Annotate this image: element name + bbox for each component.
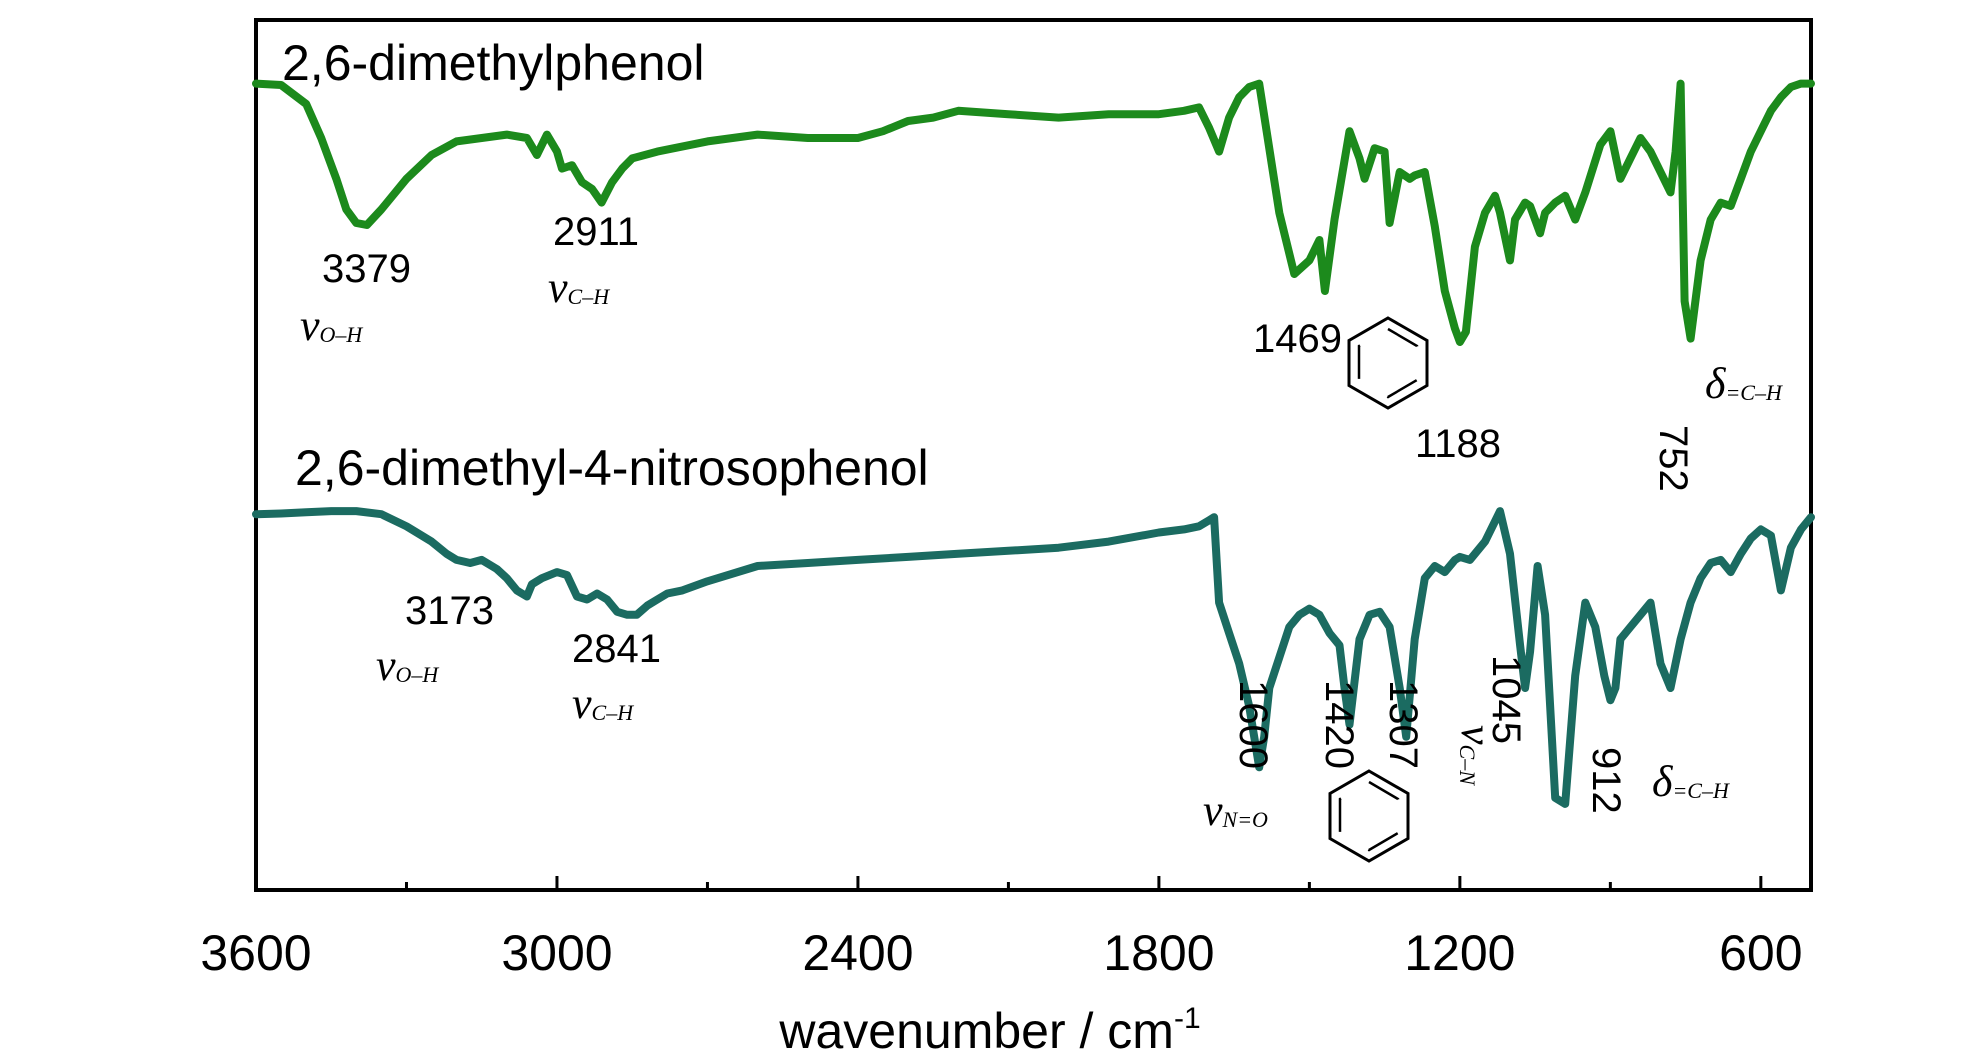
peak-label-1188: 1188 bbox=[1415, 422, 1501, 466]
x-axis-title-sup: -1 bbox=[1174, 1002, 1201, 1035]
mode-label-752: δ=C–H bbox=[1705, 359, 1783, 408]
mode-label-2841: νC–H bbox=[572, 679, 634, 728]
mode-symbol: δ bbox=[1705, 359, 1727, 408]
mode-label-3379: νO–H bbox=[300, 301, 363, 350]
series-label-0: 2,6-dimethylphenol bbox=[282, 35, 705, 91]
x-tick-label: 1200 bbox=[1404, 925, 1515, 981]
peak-label-2841: 2841 bbox=[572, 627, 661, 671]
mode-subscript: O–H bbox=[320, 322, 364, 347]
mode-symbol: ν bbox=[1452, 725, 1501, 745]
mode-label-3173: νO–H bbox=[376, 641, 439, 690]
benzene-ring-icon bbox=[1328, 769, 1410, 863]
peak-label-1600: 1600 bbox=[1231, 680, 1275, 769]
mode-subscript: C–H bbox=[568, 284, 611, 309]
mode-subscript: N=O bbox=[1222, 807, 1269, 832]
series-line-2,6-dimethyl-4-nitrosophenol bbox=[252, 507, 1815, 808]
mode-symbol: ν bbox=[572, 679, 592, 728]
benzene-ring-icon bbox=[1347, 316, 1429, 410]
peak-label-1420: 1420 bbox=[1317, 680, 1361, 769]
mode-label-912: δ=C–H bbox=[1652, 757, 1730, 806]
mode-subscript: =C–H bbox=[1672, 778, 1730, 803]
x-axis-title-text: wavenumber / cm bbox=[778, 1003, 1174, 1059]
mode-symbol: ν bbox=[376, 641, 396, 690]
peak-label-752: 752 bbox=[1651, 425, 1695, 492]
x-axis-ticks: 3600 3000 2400 1800 1200 600 bbox=[200, 876, 1803, 981]
peak-label-3379: 3379 bbox=[322, 247, 411, 291]
peak-label-1469: 1469 bbox=[1253, 317, 1342, 361]
peak-label-2911: 2911 bbox=[553, 210, 639, 254]
x-tick-label: 3000 bbox=[501, 925, 612, 981]
mode-label-2911: νC–H bbox=[548, 263, 610, 312]
x-axis-title: wavenumber / cm-1 bbox=[778, 1002, 1200, 1059]
mode-symbol: ν bbox=[300, 301, 320, 350]
mode-symbol: ν bbox=[548, 263, 568, 312]
mode-subscript: C–H bbox=[592, 700, 635, 725]
peak-label-3173: 3173 bbox=[405, 589, 494, 633]
mode-symbol: ν bbox=[1203, 786, 1223, 835]
mode-label-1600: νN=O bbox=[1203, 786, 1268, 835]
x-tick-label: 1800 bbox=[1103, 925, 1214, 981]
plot-frame bbox=[254, 18, 1813, 892]
series-line-2,6-dimethylphenol bbox=[252, 79, 1815, 346]
x-tick-label: 600 bbox=[1719, 925, 1802, 981]
mode-subscript: C–N bbox=[1455, 745, 1480, 787]
x-tick-label: 3600 bbox=[200, 925, 311, 981]
mode-symbol: δ bbox=[1652, 757, 1674, 806]
mode-subscript: =C–H bbox=[1725, 380, 1783, 405]
peak-label-1045: 1045 bbox=[1484, 655, 1528, 744]
peak-label-912: 912 bbox=[1584, 747, 1628, 814]
x-tick-label: 2400 bbox=[802, 925, 913, 981]
mode-subscript: O–H bbox=[396, 662, 440, 687]
peak-label-1307: 1307 bbox=[1381, 680, 1425, 769]
mode-label-1045: νC–N bbox=[1452, 725, 1501, 786]
series-label-1: 2,6-dimethyl-4-nitrosophenol bbox=[295, 440, 929, 496]
